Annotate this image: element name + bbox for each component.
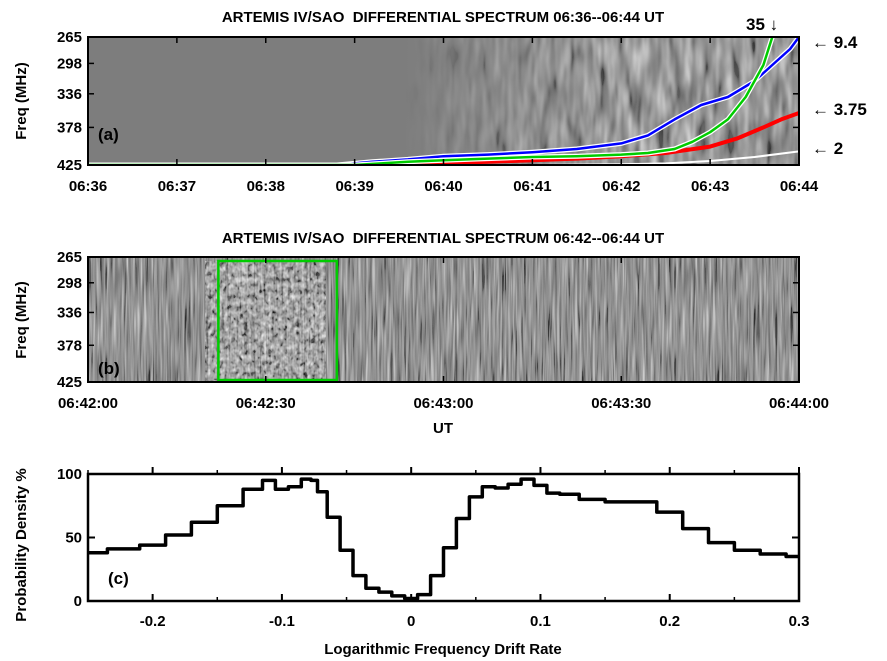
series-line-3.75: [88, 111, 799, 165]
panel-a: ARTEMIS IV/SAO DIFFERENTIAL SPECTRUM 06:…: [13, 9, 867, 195]
panel-b-ylabel: Freq (MHz): [13, 281, 30, 359]
series-line-35: [88, 37, 774, 165]
y-tick-label: 336: [57, 86, 82, 103]
panel-c-frame: [86, 472, 801, 603]
x-tick-label: 0: [407, 613, 415, 630]
y-tick-label: 265: [57, 249, 82, 266]
y-tick-label: 298: [57, 55, 82, 72]
x-tick-label: 06:38: [247, 178, 285, 195]
x-tick-label: 06:41: [513, 178, 551, 195]
y-tick-label: 378: [57, 119, 82, 136]
panel-a-x-ticks: 06:36 06:37 06:38 06:39 06:40 06:41 06:42 06:43…: [69, 37, 819, 195]
x-tick-label: -0.2: [140, 613, 166, 630]
panel-b: ARTEMIS IV/SAO DIFFERENTIAL SPECTRUM 06:…: [13, 230, 829, 437]
y-tick-label: 0: [74, 593, 82, 610]
panel-b-y-ticks: 265 298 336 378 425: [57, 249, 799, 391]
y-tick-label: 100: [57, 466, 82, 483]
annotation-9-4: ← 9.4: [812, 33, 858, 52]
panel-c-xlabel: Logarithmic Frequency Drift Rate: [324, 641, 562, 658]
y-tick-label: 425: [57, 374, 82, 391]
panel-a-title: ARTEMIS IV/SAO DIFFERENTIAL SPECTRUM 06:…: [222, 9, 664, 26]
x-tick-label: 06:43:30: [591, 395, 651, 412]
panel-c: Probability Density % Logarithmic Freque…: [13, 466, 809, 658]
panel-b-x-ticks: 06:42:00 06:42:30 06:43:00 06:43:30 06:44:00: [58, 257, 829, 412]
x-tick-label: 06:36: [69, 178, 107, 195]
panel-b-xlabel: UT: [433, 420, 453, 437]
panel-b-title: ARTEMIS IV/SAO DIFFERENTIAL SPECTRUM 06:…: [222, 230, 664, 247]
panel-c-curve: [88, 477, 799, 601]
x-tick-label: 06:37: [158, 178, 196, 195]
x-tick-label: 06:42: [602, 178, 640, 195]
panel-a-label: (a): [98, 125, 119, 144]
x-tick-label: 0.3: [789, 613, 810, 630]
y-tick-label: 298: [57, 275, 82, 292]
panel-a-ylabel: Freq (MHz): [13, 62, 30, 140]
panel-c-y-ticks: 0 50 100: [57, 466, 799, 610]
annotation-2: ← 2: [812, 139, 843, 158]
x-tick-label: 06:44: [780, 178, 819, 195]
x-tick-label: 0.1: [530, 613, 551, 630]
annotation-35: 35 ↓: [746, 15, 778, 34]
pdf-curve: [88, 477, 799, 601]
x-tick-label: 06:42:00: [58, 395, 118, 412]
series-line-2: [88, 150, 799, 165]
x-tick-label: 06:42:30: [236, 395, 296, 412]
x-tick-label: 06:39: [335, 178, 373, 195]
panel-c-x-ticks: -0.2 -0.1 0 0.1 0.2 0.3: [87, 467, 810, 630]
y-tick-label: 265: [57, 29, 82, 46]
y-tick-label: 50: [65, 530, 82, 547]
x-tick-label: 06:40: [424, 178, 462, 195]
panel-c-ylabel: Probability Density %: [13, 468, 30, 621]
y-tick-label: 378: [57, 337, 82, 354]
panel-b-label: (b): [98, 359, 120, 378]
x-tick-label: -0.1: [269, 613, 295, 630]
x-tick-label: 06:43:00: [413, 395, 473, 412]
x-tick-label: 06:44:00: [769, 395, 829, 412]
panel-a-curves: [88, 37, 799, 165]
highlight-box: [217, 259, 339, 382]
y-tick-label: 425: [57, 157, 82, 174]
x-tick-label: 0.2: [659, 613, 680, 630]
x-tick-label: 06:43: [691, 178, 729, 195]
panel-a-y-ticks: 265 298 336 378 425: [57, 29, 799, 174]
panel-c-label: (c): [108, 569, 129, 588]
annotation-3-75: ← 3.75: [812, 100, 867, 119]
y-tick-label: 336: [57, 304, 82, 321]
